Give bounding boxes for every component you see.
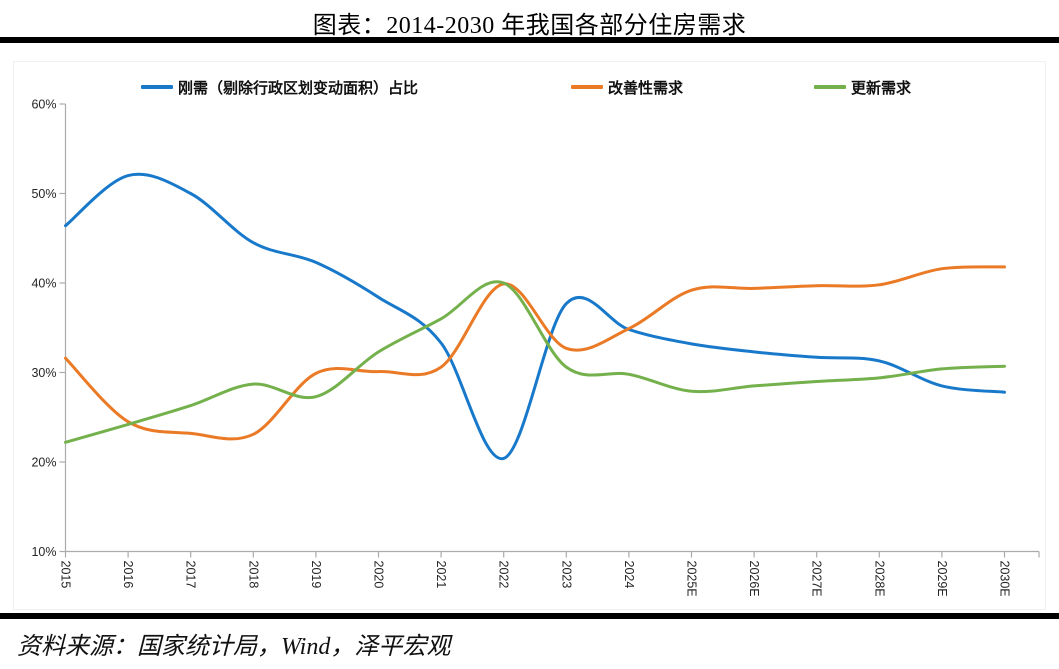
legend-label: 刚需（剔除行政区划变动面积）占比 (178, 79, 419, 97)
y-tick-label: 50% (31, 187, 56, 201)
x-tick-label: 2020 (372, 561, 386, 589)
legend-label: 更新需求 (851, 79, 912, 97)
chart-area: 刚需（剔除行政区划变动面积）占比 改善性需求 更新需求 10% 20% 30% 40%… (13, 61, 1046, 610)
legend-item-renewal-demand: 更新需求 (814, 78, 912, 97)
series-line-0 (64, 172, 1006, 460)
y-tick-label: 40% (31, 277, 56, 291)
legend-item-improvement-demand: 改善性需求 (571, 78, 684, 97)
series-line-2 (64, 280, 1006, 444)
y-tick-label: 30% (31, 366, 56, 380)
x-tick-label: 2021 (434, 561, 448, 589)
x-tick-label: 2025E (685, 561, 699, 597)
x-tick-label: 2026E (747, 561, 761, 597)
legend-swatch-blue (141, 85, 173, 89)
y-tick-label: 20% (31, 456, 56, 470)
top-divider (0, 37, 1059, 43)
series-line-1 (64, 265, 1006, 441)
line-chart: 10% 20% 30% 40% 50% 60% 2015 2016 2017 2018 2019 20… (31, 98, 1040, 597)
x-tick-label: 2019 (309, 561, 323, 589)
legend-item-rigid-demand: 刚需（剔除行政区划变动面积）占比 (141, 78, 419, 97)
x-tick-label: 2024 (622, 561, 636, 589)
y-tick-label: 60% (31, 98, 56, 112)
x-tick-label: 2017 (184, 561, 198, 589)
legend-swatch-orange (571, 85, 603, 89)
source-note: 资料来源：国家统计局，Wind，泽平宏观 (17, 634, 451, 660)
x-tick-label: 2016 (121, 561, 135, 589)
bottom-divider (0, 613, 1059, 619)
x-tick-label: 2018 (246, 561, 260, 589)
y-tick-label: 10% (31, 545, 56, 559)
x-tick-label: 2015 (59, 561, 73, 589)
x-tick-label: 2030E (998, 561, 1012, 597)
x-tick-label: 2029E (935, 561, 949, 597)
legend-label: 改善性需求 (608, 79, 684, 97)
x-tick-label: 2027E (810, 561, 824, 597)
chart-title: 图表：2014-2030 年我国各部分住房需求 (312, 13, 747, 39)
legend-swatch-green (814, 85, 846, 89)
x-tick-label: 2022 (497, 561, 511, 589)
x-tick-label: 2028E (872, 561, 886, 597)
x-tick-label: 2023 (559, 561, 573, 589)
